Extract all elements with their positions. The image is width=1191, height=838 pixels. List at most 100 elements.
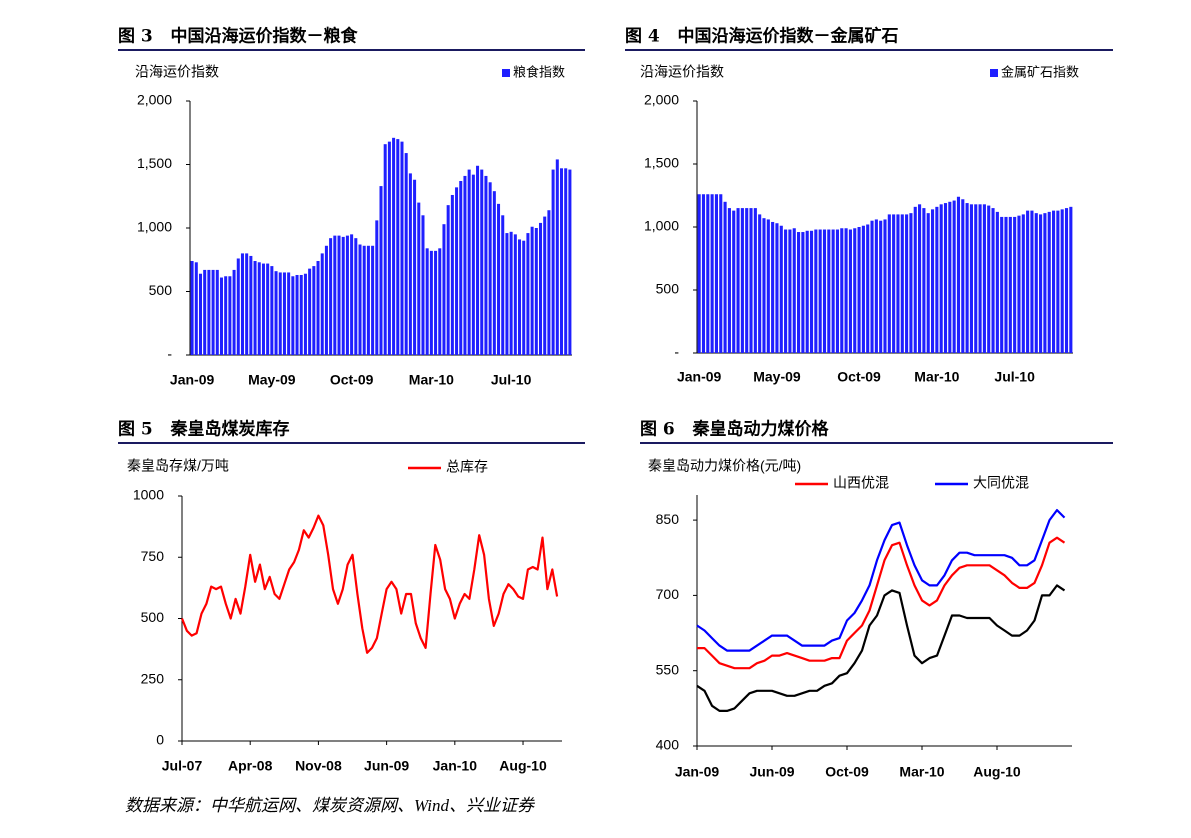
bar [303, 273, 307, 355]
bar [831, 229, 835, 353]
bar [827, 229, 831, 353]
bar [425, 248, 429, 355]
bar [978, 204, 982, 353]
y-tick-label: 1,000 [644, 218, 679, 234]
bar [697, 194, 701, 353]
bar [965, 203, 969, 353]
bar [434, 250, 438, 355]
bar [274, 271, 278, 355]
x-tick-label: Jun-09 [364, 758, 409, 774]
bar [421, 215, 425, 355]
x-tick-label: Jul-10 [491, 372, 532, 388]
x-tick-label: Jan-09 [677, 369, 722, 385]
bar [488, 182, 492, 355]
bar [797, 232, 801, 353]
bar [211, 269, 215, 355]
bar [253, 261, 257, 355]
bar [408, 173, 412, 355]
bar [857, 227, 861, 353]
bar [948, 201, 952, 353]
bar [874, 219, 878, 353]
bar [762, 218, 766, 353]
bar [1004, 216, 1008, 353]
x-tick-label: Oct-09 [837, 369, 881, 385]
bar [295, 274, 299, 355]
bar [1013, 216, 1017, 353]
legend-label: 金属矿石指数 [1001, 64, 1079, 79]
bar [383, 144, 387, 355]
data-line [696, 584, 1066, 713]
y-tick-label: 500 [141, 609, 165, 625]
y-tick-label: 2,000 [137, 92, 172, 108]
x-tick-label: Jul-07 [162, 758, 203, 774]
bar [706, 194, 710, 353]
bar [551, 169, 555, 355]
bar [492, 191, 496, 355]
bar [316, 261, 320, 355]
bar [539, 222, 543, 355]
bar [974, 204, 978, 353]
bar [467, 169, 471, 355]
y-axis-title: 沿海运价指数 [135, 64, 219, 80]
bar [732, 210, 736, 353]
bar [809, 230, 814, 353]
bar [224, 276, 228, 355]
bar [291, 276, 295, 355]
bar [749, 208, 753, 353]
bar [840, 228, 844, 353]
legend-label: 山西优混 [833, 475, 889, 491]
x-tick-label: Mar-10 [409, 372, 454, 388]
bar [266, 263, 270, 355]
bar [442, 224, 446, 355]
bar [375, 220, 379, 355]
y-tick-label: - [167, 346, 172, 362]
bar [1047, 211, 1051, 353]
bar [922, 208, 926, 353]
bar [1000, 216, 1004, 353]
bar [995, 211, 999, 353]
bar [530, 226, 534, 355]
bar [459, 181, 463, 355]
y-tick-label: 2,000 [644, 92, 679, 108]
bar [345, 235, 349, 355]
y-tick-label: 1000 [133, 487, 164, 503]
chart-title: 图 6 秦皇岛动力煤价格 [640, 419, 830, 440]
y-axis-title: 沿海运价指数 [640, 64, 724, 80]
x-tick-label: Jul-10 [994, 369, 1035, 385]
bar [354, 238, 358, 355]
bar [513, 234, 517, 355]
bar [879, 220, 883, 353]
bar [207, 269, 211, 355]
bar [1021, 214, 1025, 353]
bar [788, 229, 792, 353]
bar [835, 229, 840, 353]
bar [982, 204, 986, 353]
bar [366, 245, 370, 355]
bar [1064, 208, 1069, 353]
bar [329, 238, 333, 355]
legend-label: 粮食指数 [513, 64, 565, 79]
bar [240, 253, 244, 355]
bar [745, 208, 749, 353]
legend-label: 大同优混 [973, 475, 1029, 491]
bar [822, 229, 827, 353]
x-tick-label: May-09 [248, 372, 296, 388]
bar [282, 272, 286, 355]
bar [299, 274, 303, 355]
bar [900, 214, 904, 353]
data-line [696, 509, 1066, 652]
source-note: 数据来源：中华航运网、煤炭资源网、Wind、兴业证券 [125, 796, 536, 815]
bar [480, 169, 484, 355]
bar [194, 262, 198, 355]
bar [784, 229, 788, 353]
x-tick-label: Apr-08 [228, 758, 273, 774]
bar [543, 216, 547, 355]
bar [1030, 210, 1034, 353]
bar [896, 214, 900, 353]
bar [861, 225, 865, 353]
bar [991, 208, 995, 353]
bar [818, 229, 822, 353]
bar [396, 139, 400, 355]
bar [568, 169, 572, 355]
